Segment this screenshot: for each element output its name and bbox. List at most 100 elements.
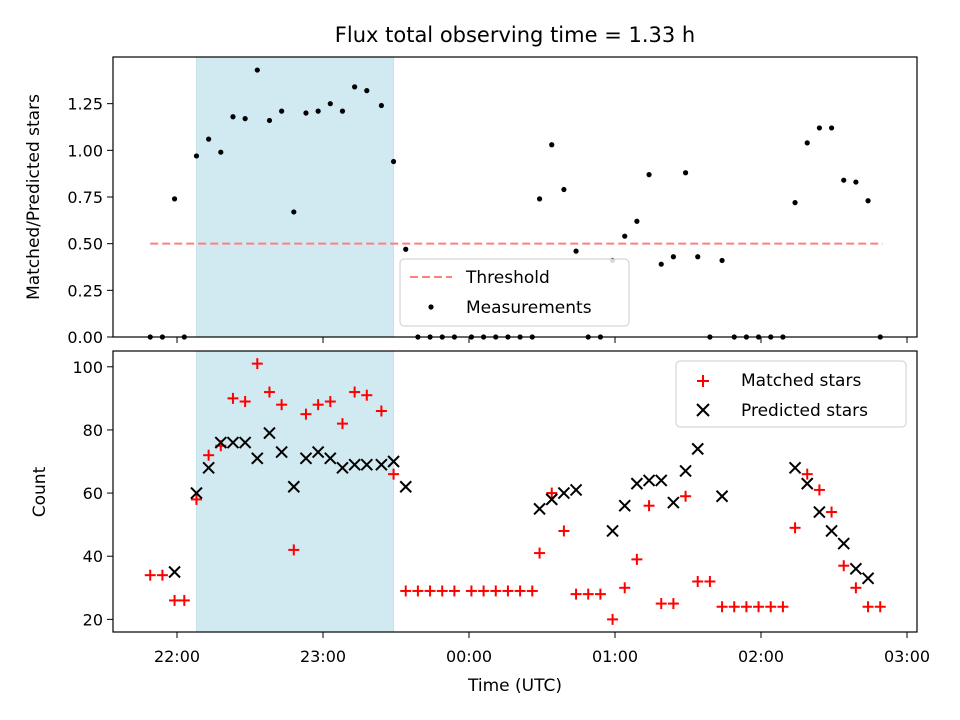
predicted-stars-point (299, 452, 313, 465)
measurement-point (390, 158, 397, 165)
predicted-stars-point (275, 445, 288, 459)
matched-stars-point (534, 547, 546, 559)
predicted-stars-point (825, 524, 838, 538)
predicted-legend-label: Predicted stars (741, 401, 868, 421)
x-tick-label: 03:00 (884, 647, 930, 666)
predicted-stars-point (287, 480, 301, 493)
measurement-point (230, 114, 236, 120)
matched-stars-point (276, 399, 288, 411)
predicted-stars-point (324, 452, 337, 465)
measurement-point (378, 102, 384, 109)
observing-window-highlight (195, 350, 395, 633)
measurement-point (841, 177, 847, 183)
measurement-point (828, 125, 835, 131)
matched-stars-point (375, 405, 387, 417)
measurement-point (853, 179, 859, 185)
matched-stars-point (777, 601, 789, 613)
matched-stars-point (801, 468, 813, 480)
count-legend: Matched stars Predicted stars (675, 360, 907, 428)
predicted-stars-point (533, 502, 546, 516)
measurement-point (816, 125, 823, 131)
matched-stars-point (874, 601, 886, 613)
predicted-stars-point (813, 505, 826, 519)
matched-legend-swatch (697, 375, 709, 387)
predicted-stars-point (861, 572, 875, 585)
matched-stars-point (336, 418, 348, 430)
matched-stars-point (753, 601, 765, 613)
y-tick-label: 1.25 (67, 95, 103, 114)
measurement-point (536, 196, 543, 202)
measurement-point (792, 200, 798, 206)
measurement-point (658, 261, 664, 267)
y-tick-label: 0.00 (67, 328, 103, 347)
x-tick-label: 02:00 (738, 647, 784, 666)
predicted-stars-point (557, 486, 571, 500)
predicted-stars-point (679, 464, 692, 478)
matched-stars-point (424, 585, 436, 597)
measurement-point (364, 88, 370, 94)
matched-stars-point (227, 392, 239, 404)
matched-stars-point (190, 493, 202, 505)
predicted-stars-point (375, 458, 388, 471)
matched-stars-point (478, 585, 490, 597)
matched-stars-point (300, 408, 312, 420)
matched-stars-point (546, 487, 558, 499)
matched-stars-point (582, 588, 594, 600)
chart-title: Flux total observing time = 1.33 h (335, 23, 695, 47)
count-ylabel: Count (30, 466, 50, 517)
y-tick-label: 40 (83, 547, 103, 566)
matched-stars-point (349, 386, 361, 398)
measurement-point (719, 257, 725, 264)
predicted-stars-point (336, 461, 349, 475)
x-tick-label: 01:00 (592, 647, 638, 666)
matched-legend-label: Matched stars (741, 371, 861, 391)
matched-stars-point (850, 582, 862, 594)
predicted-stars-point (251, 452, 264, 465)
matched-stars-point (619, 582, 631, 594)
matched-stars-point (465, 585, 477, 597)
measurement-point (561, 186, 567, 193)
predicted-stars-point (190, 486, 203, 500)
measurement-point (695, 254, 701, 260)
measurement-point (339, 108, 346, 114)
measurement-point (403, 246, 409, 252)
predicted-stars-point (618, 499, 631, 512)
ratio-legend: Threshold Measurements (399, 258, 630, 327)
matched-stars-point (704, 575, 716, 587)
matched-stars-point (643, 500, 655, 512)
matched-stars-point (239, 396, 251, 408)
predicted-stars-point (788, 461, 802, 475)
matched-stars-point (607, 613, 619, 625)
measurement-point (171, 196, 178, 202)
matched-stars-point (178, 594, 190, 606)
predicted-stars-point (667, 496, 680, 509)
y-tick-label: 1.00 (67, 141, 103, 160)
measurement-point (622, 233, 628, 239)
matched-stars-point (570, 588, 582, 600)
measurement-point (242, 116, 248, 122)
predicted-stars-point (606, 524, 619, 538)
y-tick-label: 0.75 (67, 188, 103, 207)
matched-stars-point (144, 569, 156, 581)
measurement-point (327, 101, 333, 107)
measurement-point (634, 218, 640, 224)
predicted-stars-point (360, 458, 374, 471)
threshold-legend-label: Threshold (465, 268, 550, 288)
count-panel: 20 40 60 80 100 22:00 23:00 00:00 01:00 02:00 03:… (30, 350, 930, 696)
predicted-stars-point (202, 461, 215, 475)
matched-stars-point (558, 525, 570, 537)
predicted-stars-point (348, 458, 361, 471)
predicted-stars-point (226, 436, 240, 449)
matched-stars-point (324, 396, 336, 408)
matched-stars-point (631, 553, 643, 565)
predicted-stars-point (545, 493, 558, 506)
matched-stars-point (436, 585, 448, 597)
measurement-point (865, 198, 871, 204)
measurements-legend-label: Measurements (466, 298, 592, 318)
matched-stars-point (169, 594, 181, 606)
matched-stars-point (728, 601, 740, 613)
matched-stars-point (203, 449, 215, 461)
predicted-stars-point (630, 477, 644, 490)
measurement-point (266, 117, 273, 124)
predicted-stars-point (715, 490, 729, 503)
